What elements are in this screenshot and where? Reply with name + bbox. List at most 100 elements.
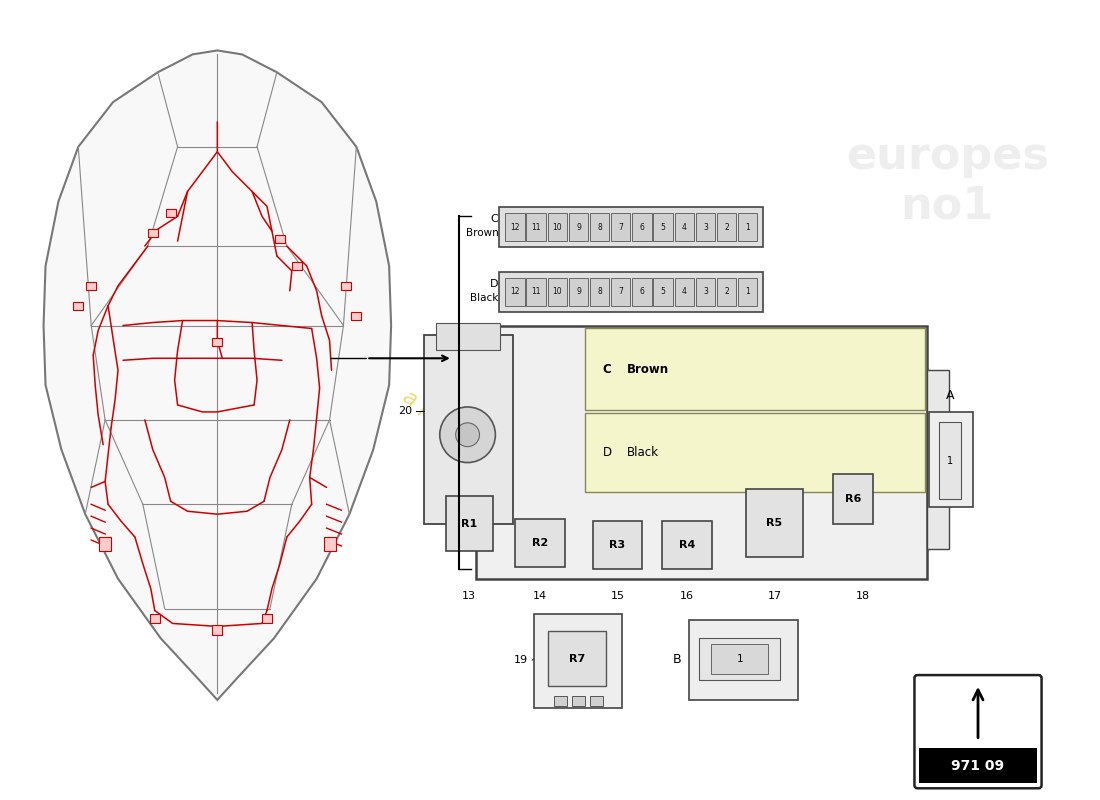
Bar (653, 214, 673, 241)
Text: Black: Black (470, 293, 498, 302)
Text: 14: 14 (534, 590, 547, 601)
Bar (548, 278, 566, 306)
Text: 20: 20 (398, 406, 412, 416)
Text: 1: 1 (746, 287, 750, 296)
Text: R1: R1 (461, 518, 477, 529)
Bar (323, 537, 336, 551)
Bar (585, 329, 925, 410)
Bar (662, 521, 712, 569)
Text: 5: 5 (661, 287, 666, 296)
Bar (738, 278, 757, 306)
Text: 7: 7 (618, 287, 624, 296)
Text: 2: 2 (724, 287, 729, 296)
Text: 15: 15 (610, 590, 625, 601)
Text: R6: R6 (845, 494, 861, 504)
Bar (99, 537, 111, 551)
Bar (86, 282, 96, 290)
Bar (341, 282, 351, 290)
Text: europes
no1: europes no1 (846, 135, 1048, 228)
Bar (351, 312, 361, 319)
Text: R5: R5 (767, 518, 782, 528)
Bar (548, 631, 606, 686)
Bar (569, 214, 589, 241)
Text: 10: 10 (552, 287, 562, 296)
Bar (275, 235, 285, 243)
Text: 19: 19 (514, 655, 528, 665)
Text: 17: 17 (768, 590, 781, 601)
Bar (446, 496, 494, 551)
Bar (590, 214, 609, 241)
Text: 3: 3 (703, 287, 707, 296)
Text: C: C (603, 362, 612, 376)
Text: 5: 5 (661, 222, 666, 232)
Bar (166, 210, 176, 218)
Bar (695, 278, 715, 306)
Text: R3: R3 (609, 540, 626, 550)
Bar (698, 638, 780, 680)
Bar (920, 747, 1036, 783)
Text: 1: 1 (746, 222, 750, 232)
Bar (695, 214, 715, 241)
Text: 11: 11 (531, 222, 541, 232)
Text: 1: 1 (947, 455, 954, 466)
Bar (505, 278, 525, 306)
Bar (939, 422, 961, 499)
Text: C: C (491, 214, 498, 224)
Bar (212, 626, 222, 635)
Bar (262, 614, 272, 623)
Bar (147, 229, 157, 237)
Bar (424, 335, 514, 524)
Text: a passion for parts since 1985: a passion for parts since 1985 (399, 386, 701, 572)
Bar (738, 214, 757, 241)
Bar (535, 614, 622, 708)
Bar (632, 214, 651, 241)
Bar (689, 621, 799, 700)
Bar (674, 278, 694, 306)
Bar (927, 370, 949, 549)
Bar (833, 474, 872, 524)
Bar (292, 262, 301, 270)
Bar (746, 490, 803, 557)
Text: 971 09: 971 09 (952, 759, 1004, 774)
Text: Brown: Brown (465, 228, 498, 238)
Bar (499, 272, 763, 312)
Text: R4: R4 (679, 540, 695, 550)
Text: 8: 8 (597, 287, 602, 296)
FancyBboxPatch shape (914, 675, 1042, 788)
Text: 3: 3 (703, 222, 707, 232)
Bar (593, 521, 642, 569)
Text: 4: 4 (682, 287, 686, 296)
Text: Brown: Brown (627, 362, 669, 376)
Bar (653, 278, 673, 306)
Bar (569, 278, 589, 306)
Text: 9: 9 (576, 222, 581, 232)
Circle shape (440, 407, 495, 462)
Text: D: D (490, 279, 498, 289)
Circle shape (455, 423, 480, 446)
Bar (436, 322, 500, 350)
Text: 6: 6 (639, 222, 645, 232)
Text: B: B (673, 653, 681, 666)
Text: 11: 11 (531, 287, 541, 296)
Bar (74, 302, 84, 310)
Text: 16: 16 (680, 590, 694, 601)
Text: R2: R2 (532, 538, 548, 548)
Bar (930, 412, 974, 507)
Bar (612, 214, 630, 241)
Bar (717, 214, 736, 241)
Bar (150, 614, 160, 623)
Bar (612, 278, 630, 306)
Text: 13: 13 (462, 590, 475, 601)
Text: 9: 9 (576, 287, 581, 296)
Bar (590, 278, 609, 306)
Bar (717, 278, 736, 306)
Text: 10: 10 (552, 222, 562, 232)
Text: 8: 8 (597, 222, 602, 232)
Text: R7: R7 (569, 654, 585, 664)
Bar (590, 696, 603, 706)
Bar (505, 214, 525, 241)
Bar (711, 644, 769, 674)
Text: 12: 12 (510, 222, 519, 232)
Bar (515, 519, 565, 567)
Bar (527, 214, 546, 241)
